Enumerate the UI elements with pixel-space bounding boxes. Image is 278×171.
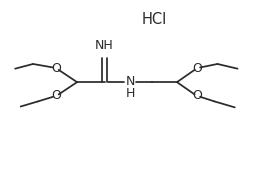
Text: N: N [125,75,135,88]
Text: O: O [192,62,202,75]
Text: O: O [51,62,61,75]
Text: NH: NH [95,39,114,52]
Text: H: H [125,87,135,100]
Text: O: O [192,89,202,102]
Text: HCl: HCl [142,12,167,27]
Text: O: O [51,89,61,102]
